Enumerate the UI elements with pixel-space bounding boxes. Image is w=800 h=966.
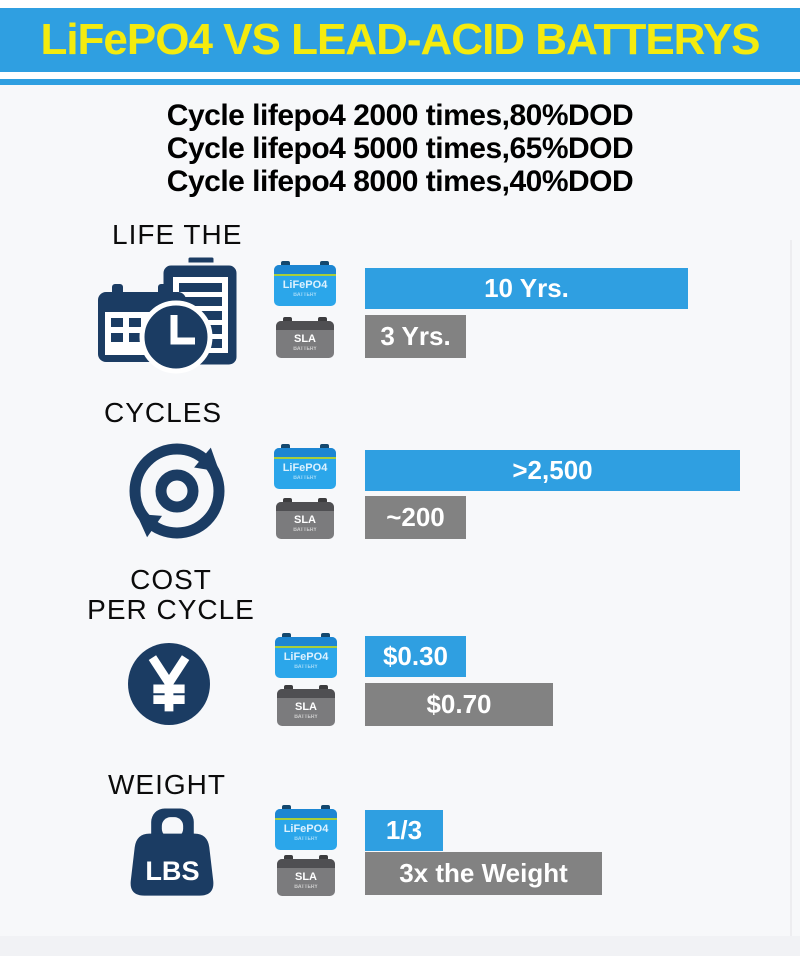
lifepo4-value-bar: 1/3 — [365, 810, 443, 851]
header-underline — [0, 79, 800, 85]
sla-value-bar: 3 Yrs. — [365, 315, 466, 358]
lifepo4-value-label: $0.30 — [382, 641, 449, 671]
section-cost-label: COST PER CYCLE — [78, 565, 264, 625]
lifepo4-battery-icon: LiFePO4 BATTERY — [274, 444, 336, 489]
section-label-line1: COST — [130, 564, 212, 595]
section-cycles-label: CYCLES — [104, 398, 222, 428]
sla-value-bar: $0.70 — [365, 683, 553, 726]
section-life: LIFE THE — [0, 220, 800, 380]
recycle-arrows-icon — [129, 443, 225, 539]
battery-name: SLA — [294, 514, 316, 526]
bottom-margin — [0, 956, 800, 966]
lifepo4-battery-icon: LiFePO4 BATTERY — [275, 805, 337, 850]
sla-battery-icon: SLA BATTERY — [277, 685, 335, 726]
page-edge-line — [790, 240, 792, 956]
sla-value-label: ~200 — [386, 502, 445, 532]
sla-value-bar: ~200 — [365, 496, 466, 539]
lifepo4-value-bar: $0.30 — [365, 636, 466, 677]
section-label-line1: LIFE THE — [112, 219, 243, 250]
battery-sub: BATTERY — [293, 527, 317, 533]
sla-value-bar: 3x the Weight — [365, 852, 602, 895]
section-label-line1: CYCLES — [104, 397, 223, 428]
dod-note-block: Cycle lifepo4 2000 times,80%DOD Cycle li… — [0, 99, 800, 198]
battery-name: LiFePO4 — [282, 462, 328, 474]
footer-band — [0, 936, 800, 956]
lifepo4-battery-icon: LiFePO4 BATTERY — [274, 261, 336, 306]
battery-sub: BATTERY — [294, 884, 318, 890]
kettlebell-lbs-icon: LBS — [130, 808, 214, 896]
battery-sub: BATTERY — [294, 836, 318, 842]
section-weight-label: WEIGHT — [108, 770, 226, 800]
battery-sub: BATTERY — [294, 714, 318, 720]
battery-sub: BATTERY — [293, 346, 317, 352]
yen-coin-icon — [128, 643, 210, 725]
battery-name: LiFePO4 — [282, 279, 328, 291]
battery-name: SLA — [295, 871, 317, 883]
section-life-label: LIFE THE — [112, 220, 242, 250]
sla-battery-icon: SLA BATTERY — [277, 855, 335, 896]
sla-value-label: 3x the Weight — [399, 858, 568, 888]
dod-note-line: Cycle lifepo4 8000 times,40%DOD — [166, 165, 634, 198]
calendar-clock-icon — [98, 256, 240, 374]
lbs-label: LBS — [145, 855, 199, 886]
sla-battery-icon: SLA BATTERY — [276, 317, 334, 358]
lifepo4-value-bar: 10 Yrs. — [365, 268, 688, 309]
section-cycles: CYCLES LiFePO4 BATTERY SLA BATTERY — [0, 395, 800, 555]
lifepo4-value-bar: >2,500 — [365, 450, 740, 491]
lifepo4-value-label: 1/3 — [385, 815, 423, 845]
sla-value-label: 3 Yrs. — [380, 321, 451, 351]
lifepo4-value-label: >2,500 — [512, 455, 593, 485]
section-label-line1: WEIGHT — [108, 769, 226, 800]
battery-sub: BATTERY — [294, 664, 318, 670]
dod-note-line: Cycle lifepo4 2000 times,80%DOD — [166, 99, 634, 132]
page-title: LiFePO4 VS LEAD-ACID BATTERYS — [40, 15, 760, 64]
battery-sub: BATTERY — [293, 475, 317, 481]
header-banner: LiFePO4 VS LEAD-ACID BATTERYS — [0, 8, 800, 72]
lifepo4-battery-icon: LiFePO4 BATTERY — [275, 633, 337, 678]
section-cost-per-cycle: COST PER CYCLE LiFePO4 BATTERY — [0, 565, 800, 740]
battery-sub: BATTERY — [293, 292, 317, 298]
lifepo4-value-label: 10 Yrs. — [484, 273, 569, 303]
section-label-line2: PER CYCLE — [87, 594, 255, 625]
battery-name: SLA — [295, 701, 317, 713]
battery-name: LiFePO4 — [283, 823, 329, 835]
dod-note-line: Cycle lifepo4 5000 times,65%DOD — [166, 132, 634, 165]
sla-value-label: $0.70 — [426, 689, 492, 719]
sla-battery-icon: SLA BATTERY — [276, 498, 334, 539]
section-weight: WEIGHT LBS LiFePO4 BATTERY SLA BATTERY — [0, 768, 800, 938]
battery-name: SLA — [294, 333, 316, 345]
battery-name: LiFePO4 — [283, 651, 329, 663]
